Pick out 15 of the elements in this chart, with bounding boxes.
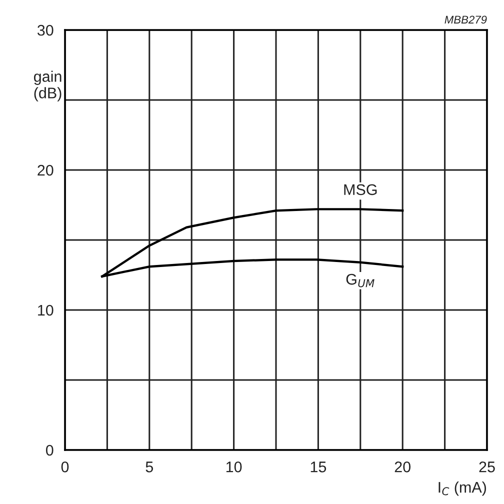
text: MBB279	[444, 16, 487, 24]
x-tick-label: 15	[310, 462, 326, 472]
y-tick-label: 0	[46, 444, 54, 456]
y-tick-label: 20	[38, 164, 54, 176]
x-tick-label: 10	[226, 462, 242, 472]
x-tick-label: 20	[394, 462, 410, 472]
y-tick-label: 10	[38, 304, 54, 316]
y-tick-label: 30	[37, 24, 54, 36]
x-tick-label: 5	[146, 462, 154, 472]
y-axis-title: gain (dB)	[34, 70, 62, 102]
x-axis-title: I$_{C}$ (mA)	[438, 482, 486, 496]
series-label: MSG	[344, 184, 377, 196]
x-tick-label: 0	[61, 462, 69, 472]
x-tick-label: 25	[479, 462, 495, 472]
series-label: G$_{UM}$	[346, 274, 374, 288]
